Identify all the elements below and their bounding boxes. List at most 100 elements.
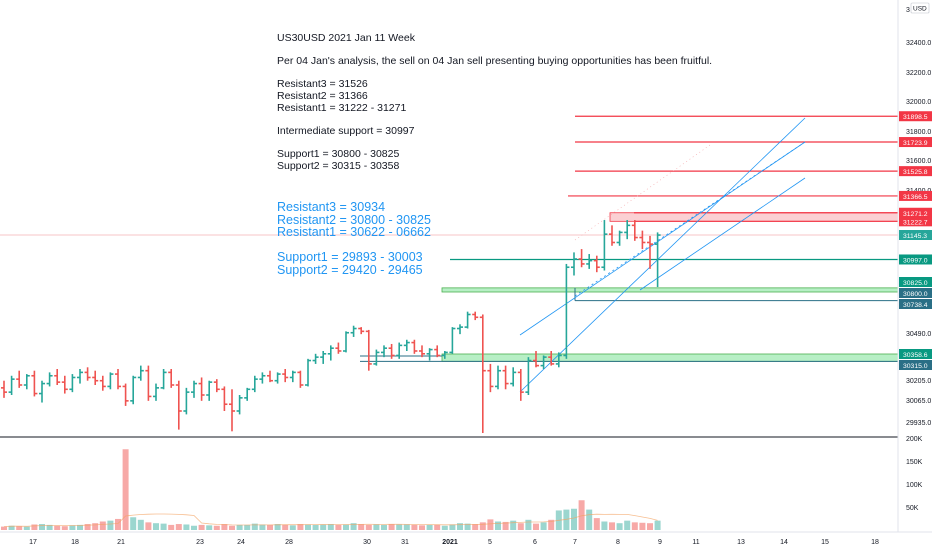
ohlc-bar <box>555 352 562 368</box>
volume-bar <box>206 525 213 530</box>
annotation-line: Resistant3 = 31526 <box>277 78 368 91</box>
support-level-label: 30825.0 <box>903 280 928 287</box>
ohlc-bar <box>624 220 631 240</box>
ohlc-bar <box>77 368 83 384</box>
ohlc-bar <box>122 383 129 406</box>
volume-bar <box>601 521 608 530</box>
ohlc-bar <box>327 345 334 361</box>
time-tick-label: 9 <box>658 539 662 546</box>
ohlc-bar <box>373 349 380 366</box>
volume-bar <box>61 526 68 530</box>
ohlc-bar <box>312 353 319 364</box>
volume-bar <box>229 525 235 530</box>
volume-bar <box>525 519 532 530</box>
ohlc-bar <box>525 357 532 395</box>
ohlc-bar <box>403 339 410 351</box>
volume-bar <box>92 523 99 530</box>
channel-line <box>519 141 806 336</box>
ohlc-bar <box>39 380 45 403</box>
volume-bar <box>396 524 403 530</box>
volume-tick-label: 100K <box>906 482 923 489</box>
ohlc-bar <box>517 368 524 401</box>
volume-bar <box>168 524 175 530</box>
currency-label-box <box>910 2 930 14</box>
annotation-blue: Resistant3 = 30934 Resistant2 = 30800 - 3… <box>277 201 431 277</box>
volume-bar <box>251 523 258 530</box>
volume-bar <box>510 520 517 530</box>
volume-bar <box>175 524 182 530</box>
ohlc-bar <box>586 254 593 269</box>
ohlc-bar <box>115 368 121 390</box>
ohlc-bar <box>495 365 501 390</box>
annotation-line: Resistant1 = 30622 - 06662 <box>277 225 431 240</box>
volume-bar <box>578 500 585 530</box>
volume-bar <box>145 522 152 530</box>
volume-bar <box>236 524 243 530</box>
resistance-level-label: 31222.7 <box>903 219 928 226</box>
ohlc-bar <box>441 350 448 359</box>
volume-bar <box>593 518 600 530</box>
channel-line <box>639 177 806 291</box>
support-level-label: 30315.0 <box>903 363 928 370</box>
ohlc-bar <box>305 358 311 387</box>
volume-bar <box>426 524 433 530</box>
ohlc-bar <box>457 324 463 335</box>
annotation-line <box>277 114 712 126</box>
volume-bar <box>639 522 646 530</box>
ohlc-bar <box>168 368 175 388</box>
time-tick-label: 28 <box>285 539 293 546</box>
volume-bar <box>99 521 106 530</box>
ohlc-bar <box>343 331 349 353</box>
volume-bar <box>130 517 137 530</box>
support-level-label-box <box>899 254 932 265</box>
volume-bar <box>84 524 91 530</box>
support-level-label: 30800.0 <box>903 291 928 298</box>
time-tick-label: 14 <box>780 539 788 546</box>
volume-bar <box>23 526 30 530</box>
volume-bar <box>419 525 425 530</box>
volume-bar <box>31 524 38 530</box>
support1-zone <box>441 287 899 293</box>
currency-label: USD <box>913 6 927 13</box>
volume-bar <box>365 524 372 530</box>
resistance-level-label-box <box>899 216 932 227</box>
time-tick-label: 8 <box>616 539 620 546</box>
ohlc-bar <box>137 365 144 381</box>
ohlc-bar <box>358 327 365 335</box>
volume-bar <box>16 526 23 530</box>
volume-bar <box>502 521 509 530</box>
ohlc-bar <box>616 230 623 246</box>
ohlc-bar <box>92 370 99 385</box>
volume-ma-line <box>3 513 658 527</box>
price-tick-label: 30490.0 <box>906 331 931 338</box>
ohlc-bar <box>449 327 456 354</box>
annotation-line: Resistant3 = 30934 <box>277 200 386 214</box>
resistance-level-label-box <box>899 111 932 122</box>
annotation-line: Support2 = 29420 - 29465 <box>277 262 423 277</box>
volume-bar <box>586 509 593 530</box>
ohlc-bar <box>540 355 547 369</box>
resistance-level-label-box <box>899 137 932 148</box>
annotation-line: Support1 = 29893 - 30003 <box>277 250 423 265</box>
support-level-label: 30358.6 <box>903 352 928 359</box>
ohlc-bar <box>145 365 152 401</box>
volume-bar <box>312 524 319 530</box>
volume-bar <box>160 523 167 530</box>
ohlc-bar <box>502 365 509 390</box>
volume-bar <box>647 523 653 530</box>
time-tick-label: 17 <box>29 539 37 546</box>
volume-bar <box>282 524 289 530</box>
volume-bar <box>122 449 129 530</box>
ohlc-bar <box>297 370 304 388</box>
resistance-level-label: 31271.2 <box>903 211 928 218</box>
ohlc-bar <box>31 370 38 397</box>
ohlc-bar <box>259 372 266 384</box>
ohlc-bar <box>251 375 258 393</box>
ohlc-bar <box>289 370 296 383</box>
volume-bar <box>563 509 570 530</box>
volume-bar <box>320 524 327 530</box>
volume-bar <box>533 523 539 530</box>
volume-bar <box>449 524 456 530</box>
time-tick-label: 18 <box>871 539 879 546</box>
time-tick-label: 18 <box>71 539 79 546</box>
